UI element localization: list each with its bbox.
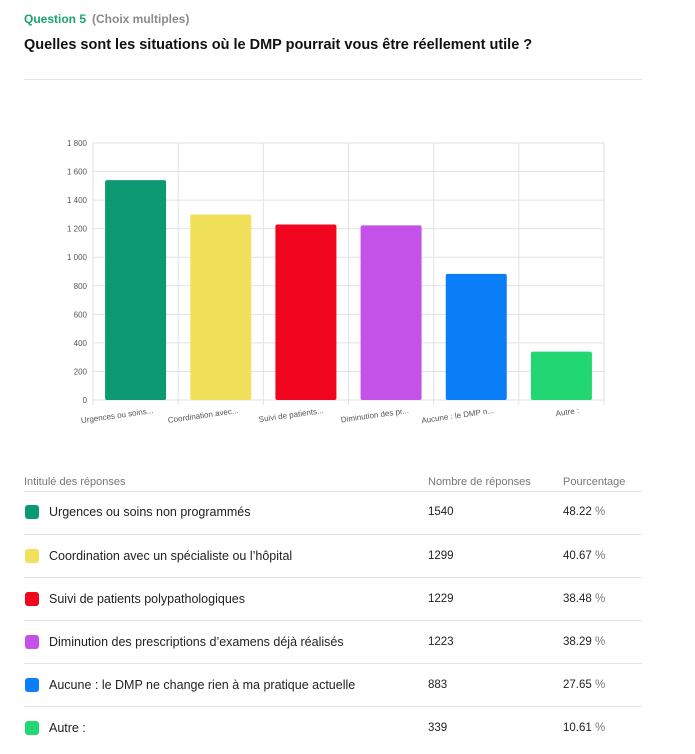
y-tick-label: 1 800 xyxy=(67,139,88,148)
table-row: Urgences ou soins non programmés 1540 48.2… xyxy=(24,491,642,534)
percent-value: 40.67 xyxy=(563,550,592,562)
response-label: Suivi de patients polypathologiques xyxy=(49,592,245,606)
response-count: 339 xyxy=(428,722,448,734)
x-category-label: Urgences ou soins... xyxy=(80,406,153,425)
table-row: Diminution des prescriptions d’examens d… xyxy=(24,620,642,664)
x-category-label: Diminution des pr... xyxy=(340,406,409,424)
y-tick-label: 800 xyxy=(74,282,88,291)
question-header: Question 5 (Choix multiples) xyxy=(24,12,189,26)
percent-value: 48.22 xyxy=(563,506,592,518)
percent-value: 10.61 xyxy=(563,722,592,734)
y-axis-ticks: 0 200 400 600 800 1 000 1 200 1 400 1 600 1 800 xyxy=(67,139,88,405)
percent-unit: % xyxy=(594,593,606,605)
table-row: Coordination avec un spécialiste ou l’hô… xyxy=(24,534,642,578)
color-swatch xyxy=(25,549,39,563)
color-swatch xyxy=(25,505,39,519)
x-category-label: Aucune : le DMP n... xyxy=(421,406,495,425)
bar-2 xyxy=(275,224,337,400)
header-label: Intitulé des réponses xyxy=(24,476,126,488)
color-swatch xyxy=(25,635,39,649)
percent-unit: % xyxy=(594,506,606,518)
y-tick-label: 200 xyxy=(74,367,88,376)
color-swatch xyxy=(25,721,39,735)
x-axis-categories: Urgences ou soins... Coordination avec...… xyxy=(80,406,579,425)
color-swatch xyxy=(25,678,39,692)
y-tick-label: 1 200 xyxy=(67,225,88,234)
table-row: Aucune : le DMP ne change rien à ma prat… xyxy=(24,663,642,707)
x-category-label: Suivi de patients... xyxy=(258,406,324,424)
response-label: Diminution des prescriptions d’examens d… xyxy=(49,635,344,649)
response-label: Urgences ou soins non programmés xyxy=(49,505,251,519)
table-row: Suivi de patients polypathologiques 1229 3… xyxy=(24,577,642,621)
chart-bars xyxy=(105,180,592,400)
table-header-divider xyxy=(24,491,642,492)
x-category-label: Coordination avec... xyxy=(167,406,239,425)
question-type: (Choix multiples) xyxy=(92,12,190,26)
y-tick-label: 400 xyxy=(74,339,88,348)
response-percent: 38.29 % xyxy=(563,636,605,648)
response-count: 1229 xyxy=(428,593,454,605)
table-row: Autre : 339 10.61 % xyxy=(24,706,642,750)
bar-5 xyxy=(530,351,592,400)
color-swatch xyxy=(25,592,39,606)
bar-chart: 0 200 400 600 800 1 000 1 200 1 400 1 600 1 800 U… xyxy=(67,139,605,425)
percent-unit: % xyxy=(594,722,606,734)
response-label: Autre : xyxy=(49,721,86,735)
y-tick-label: 600 xyxy=(74,310,88,319)
question-number: Question 5 xyxy=(24,12,87,26)
response-label: Coordination avec un spécialiste ou l’hô… xyxy=(49,549,293,563)
percent-unit: % xyxy=(594,679,606,691)
header-count: Nombre de réponses xyxy=(428,476,531,488)
response-count: 883 xyxy=(428,679,448,691)
response-percent: 40.67 % xyxy=(563,550,605,562)
response-count: 1540 xyxy=(428,506,454,518)
percent-value: 38.48 xyxy=(563,593,592,605)
header-divider xyxy=(24,79,642,80)
bar-4 xyxy=(445,273,507,400)
response-percent: 10.61 % xyxy=(563,722,605,734)
y-tick-label: 1 600 xyxy=(67,168,88,177)
chart-grid xyxy=(92,142,605,405)
response-percent: 27.65 % xyxy=(563,679,605,691)
bar-3 xyxy=(360,225,422,400)
percent-value: 27.65 xyxy=(563,679,592,691)
bar-0 xyxy=(105,180,167,400)
percent-unit: % xyxy=(594,550,606,562)
y-tick-label: 1 400 xyxy=(67,196,88,205)
bar-1 xyxy=(190,214,252,400)
response-percent: 48.22 % xyxy=(563,506,605,518)
x-category-label: Autre : xyxy=(555,406,580,418)
y-tick-label: 0 xyxy=(83,396,88,405)
y-tick-label: 1 000 xyxy=(67,253,88,262)
header-percent: Pourcentage xyxy=(563,476,626,488)
question-title: Quelles sont les situations où le DMP po… xyxy=(24,37,533,53)
response-percent: 38.48 % xyxy=(563,593,605,605)
response-label: Aucune : le DMP ne change rien à ma prat… xyxy=(49,678,356,692)
percent-unit: % xyxy=(594,636,606,648)
percent-value: 38.29 xyxy=(563,636,592,648)
response-count: 1299 xyxy=(428,550,454,562)
response-count: 1223 xyxy=(428,636,454,648)
